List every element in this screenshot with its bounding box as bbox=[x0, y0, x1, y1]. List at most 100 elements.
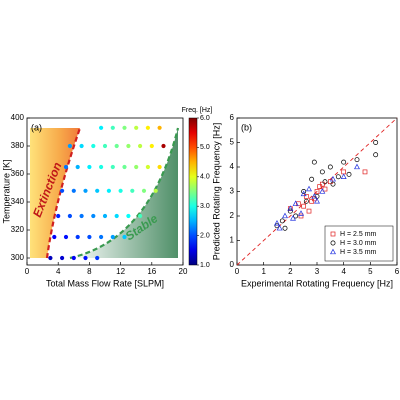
point bbox=[122, 234, 127, 240]
legend-marker bbox=[330, 240, 336, 246]
point bbox=[373, 152, 379, 158]
point bbox=[335, 174, 341, 180]
point bbox=[134, 125, 139, 130]
point bbox=[106, 188, 111, 193]
x-tick-label: 8 bbox=[87, 267, 92, 276]
x-tick-label: 4 bbox=[56, 267, 61, 276]
y-tick-label: 380 bbox=[11, 141, 25, 150]
x-axis-label: Experimental Rotating Frequency [Hz] bbox=[241, 278, 393, 288]
point bbox=[71, 188, 76, 193]
point bbox=[60, 255, 65, 261]
point bbox=[354, 163, 360, 170]
point bbox=[298, 210, 304, 216]
y-axis-label: Temperature [K] bbox=[1, 159, 11, 223]
colorbar-tick-label: 1.0 bbox=[200, 262, 210, 269]
point bbox=[317, 184, 323, 189]
point bbox=[303, 194, 309, 199]
x-tick-label: 12 bbox=[116, 267, 125, 276]
x-tick-label: 20 bbox=[179, 267, 188, 276]
point bbox=[287, 208, 293, 214]
y-tick-label: 1 bbox=[230, 236, 235, 245]
legend-marker bbox=[330, 248, 336, 255]
point bbox=[67, 143, 72, 149]
legend-label: H = 3.0 mm bbox=[340, 240, 377, 247]
legend-marker bbox=[330, 231, 336, 237]
point bbox=[319, 188, 326, 194]
point bbox=[110, 234, 115, 240]
point bbox=[114, 213, 119, 219]
point bbox=[373, 140, 379, 145]
point bbox=[346, 171, 352, 177]
point bbox=[83, 255, 88, 261]
x-axis-label: Total Mass Flow Rate [SLPM] bbox=[46, 278, 164, 288]
colorbar-tick-label: 6.0 bbox=[200, 115, 210, 122]
point bbox=[138, 213, 143, 219]
point bbox=[327, 179, 333, 185]
point bbox=[102, 143, 108, 149]
y-tick-label: 2 bbox=[230, 211, 235, 220]
point bbox=[75, 234, 80, 240]
point bbox=[306, 208, 312, 214]
point bbox=[126, 213, 131, 219]
extinction-region bbox=[30, 128, 80, 258]
point bbox=[282, 225, 288, 231]
colorbar-tick-label: 5.0 bbox=[200, 144, 210, 151]
point bbox=[340, 173, 347, 179]
point bbox=[274, 220, 280, 226]
point bbox=[63, 234, 69, 240]
point bbox=[67, 213, 72, 219]
panel-label: (a) bbox=[31, 122, 42, 132]
point bbox=[63, 164, 69, 170]
point bbox=[126, 143, 131, 149]
point bbox=[301, 189, 307, 194]
point bbox=[99, 164, 104, 170]
point bbox=[75, 164, 80, 170]
point bbox=[301, 203, 307, 209]
point bbox=[300, 190, 307, 197]
legend-box bbox=[324, 225, 394, 262]
point bbox=[282, 212, 288, 219]
point bbox=[145, 125, 150, 130]
point bbox=[276, 224, 283, 231]
point bbox=[102, 213, 108, 219]
colorbar bbox=[188, 117, 198, 266]
y-tick-label: 3 bbox=[230, 187, 235, 196]
point bbox=[311, 159, 317, 165]
point bbox=[306, 185, 312, 192]
point bbox=[110, 125, 115, 130]
point bbox=[309, 176, 315, 182]
point bbox=[330, 175, 336, 182]
x-tick-label: 3 bbox=[315, 267, 320, 276]
point bbox=[141, 188, 147, 193]
legend-label: H = 3.5 mm bbox=[340, 249, 377, 256]
x-tick-label: 4 bbox=[341, 267, 346, 276]
point bbox=[314, 197, 320, 204]
colorbar-tick-label: 3.0 bbox=[200, 203, 210, 210]
x-tick-label: 2 bbox=[288, 267, 293, 276]
point bbox=[138, 143, 143, 149]
point bbox=[292, 200, 299, 206]
point bbox=[149, 143, 154, 149]
y-axis-label: Predicted Rotating Frequency [Hz] bbox=[211, 123, 221, 261]
point bbox=[91, 143, 96, 149]
point bbox=[309, 198, 315, 204]
point bbox=[110, 164, 115, 170]
y-tick-label: 0 bbox=[230, 260, 235, 269]
point bbox=[319, 169, 325, 175]
stable-region bbox=[70, 128, 178, 258]
point bbox=[153, 188, 158, 193]
y-tick-label: 5 bbox=[230, 138, 235, 147]
parity-line bbox=[236, 117, 398, 266]
x-tick-label: 6 bbox=[395, 267, 400, 276]
point bbox=[362, 169, 368, 175]
point bbox=[279, 218, 285, 224]
y-tick-label: 360 bbox=[11, 169, 25, 178]
y-tick-label: 400 bbox=[11, 113, 25, 122]
point bbox=[99, 234, 104, 240]
point bbox=[122, 125, 127, 130]
point bbox=[161, 143, 166, 149]
point bbox=[293, 213, 299, 219]
point bbox=[79, 213, 84, 219]
point bbox=[319, 181, 325, 187]
y-tick-label: 4 bbox=[230, 162, 235, 171]
